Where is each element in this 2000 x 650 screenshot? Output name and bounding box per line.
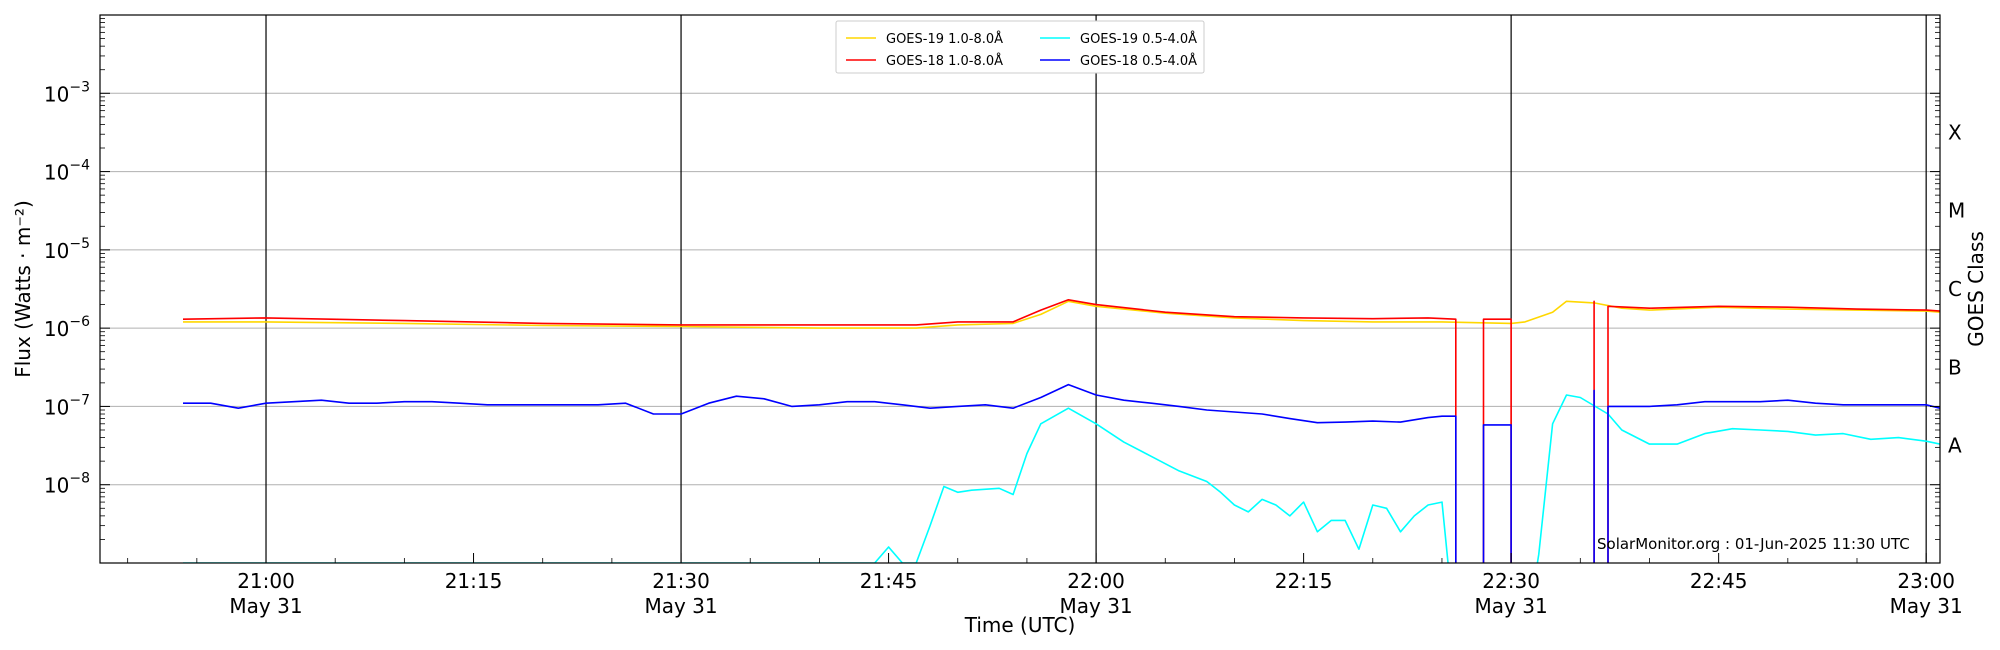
x-tick-date-2: May 31 bbox=[644, 594, 717, 618]
x-tick-label-3: 21:45 bbox=[860, 569, 918, 593]
y-tick-base: 10 bbox=[44, 395, 69, 419]
y-tick-exponent: −7 bbox=[69, 392, 90, 408]
y-tick-base: 10 bbox=[44, 239, 69, 263]
series-line-2 bbox=[183, 394, 1940, 563]
series-layer bbox=[182, 299, 1940, 563]
x-axis-title: Time (UTC) bbox=[964, 613, 1076, 637]
y-tick-exponent: −5 bbox=[69, 236, 90, 252]
plot-frame bbox=[99, 14, 1941, 564]
y-tick-label: 10−5 bbox=[44, 236, 90, 263]
x-tick-label-1: 21:15 bbox=[445, 569, 503, 593]
x-tick-date-6: May 31 bbox=[1475, 594, 1548, 618]
watermark-annotation: SolarMonitor.org : 01-Jun-2025 11:30 UTC bbox=[1597, 535, 1910, 553]
goes-class-label-x: X bbox=[1948, 120, 1962, 144]
right-axis-title: GOES Class bbox=[1964, 231, 1988, 347]
y-tick-label: 10−4 bbox=[44, 158, 90, 185]
y-tick-exponent: −6 bbox=[69, 314, 90, 330]
legend-label-3: GOES-18 0.5-4.0Å bbox=[1080, 53, 1197, 69]
goes-class-axis: A B C M X bbox=[1948, 120, 1965, 457]
goes-class-label-a: A bbox=[1948, 434, 1962, 458]
legend-label-1: GOES-18 1.0-8.0Å bbox=[886, 53, 1003, 69]
legend-box bbox=[835, 20, 1205, 74]
y-tick-base: 10 bbox=[44, 474, 69, 498]
x-tick-label-5: 22:15 bbox=[1275, 569, 1333, 593]
series-line-0 bbox=[183, 300, 1940, 329]
goes-class-label-c: C bbox=[1948, 277, 1962, 301]
x-tick-label-7: 22:45 bbox=[1690, 569, 1748, 593]
y-axis-title: Flux (Watts · m⁻²) bbox=[11, 200, 35, 378]
y-axis: 10−810−710−610−510−410−3 bbox=[44, 18, 1940, 564]
y-tick-label: 10−7 bbox=[44, 392, 90, 419]
x-tick-date-0: May 31 bbox=[229, 594, 302, 618]
series-line-3 bbox=[183, 383, 1940, 563]
x-tick-date-8: May 31 bbox=[1890, 594, 1963, 618]
x-tick-label-6: 22:30 bbox=[1482, 569, 1540, 593]
plot-background bbox=[100, 15, 1940, 563]
x-tick-label-2: 21:30 bbox=[652, 569, 710, 593]
series-line-1 bbox=[182, 299, 1940, 563]
y-tick-exponent: −3 bbox=[69, 79, 90, 95]
x-tick-label-0: 21:00 bbox=[237, 569, 295, 593]
x-tick-label-4: 22:00 bbox=[1067, 569, 1125, 593]
y-tick-base: 10 bbox=[44, 82, 69, 106]
y-tick-label: 10−8 bbox=[44, 471, 90, 498]
legend-label-0: GOES-19 1.0-8.0Å bbox=[886, 31, 1003, 47]
legend: GOES-19 1.0-8.0Å GOES-18 1.0-8.0Å GOES-19 … bbox=[835, 20, 1205, 74]
goes-class-label-m: M bbox=[1948, 199, 1965, 223]
y-tick-label: 10−3 bbox=[44, 79, 90, 106]
y-tick-label: 10−6 bbox=[44, 314, 90, 341]
x-tick-date-4: May 31 bbox=[1060, 594, 1133, 618]
grid-lines bbox=[100, 92, 1940, 486]
y-tick-base: 10 bbox=[44, 317, 69, 341]
y-tick-exponent: −4 bbox=[69, 158, 90, 174]
y-tick-exponent: −8 bbox=[69, 471, 90, 487]
goes-class-label-b: B bbox=[1948, 355, 1962, 379]
legend-label-2: GOES-19 0.5-4.0Å bbox=[1080, 31, 1197, 47]
y-tick-base: 10 bbox=[44, 161, 69, 185]
x-tick-label-8: 23:00 bbox=[1897, 569, 1955, 593]
